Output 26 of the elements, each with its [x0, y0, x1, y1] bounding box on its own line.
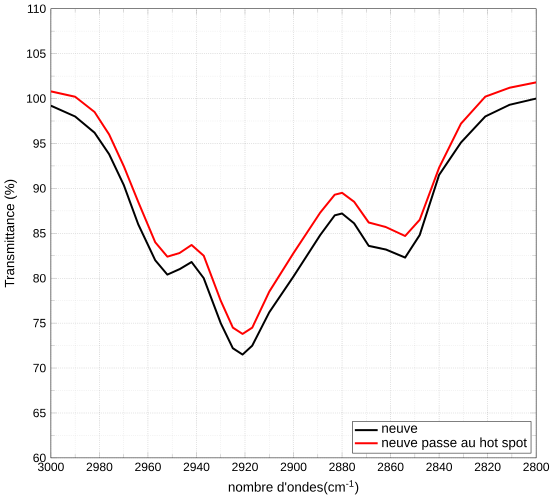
x-tick-label: 2960	[135, 462, 161, 472]
y-axis-title: Transmittance (%)	[4, 180, 17, 288]
y-tick-label: 95	[33, 139, 46, 148]
x-tick-label: 2900	[280, 462, 306, 472]
x-tick-label: 2940	[184, 462, 210, 472]
x-tick-label: 2820	[474, 462, 501, 472]
y-tick-label: 80	[33, 274, 46, 283]
x-tick-label: 2880	[329, 462, 355, 472]
x-tick-label: 2860	[378, 462, 404, 472]
legend-label: neuve	[382, 426, 418, 433]
y-tick-label: 105	[27, 49, 46, 58]
y-tick-label: 60	[33, 454, 46, 462]
y-tick-label: 100	[27, 94, 46, 103]
y-tick-label: 90	[33, 184, 46, 193]
y-tick-label: 75	[33, 319, 46, 328]
x-tick-label: 2800	[523, 462, 550, 472]
legend-label: neuve passe au hot spot	[382, 438, 527, 450]
x-tick-label: 2840	[426, 462, 452, 472]
y-tick-label: 70	[33, 364, 46, 372]
x-axis-title: nombre d'ondes(cm$^{-1}$)	[228, 480, 358, 494]
y-tick-label: 85	[33, 229, 46, 238]
x-tick-label: 3000	[38, 462, 64, 472]
y-tick-label: 110	[28, 4, 46, 14]
x-tick-label: 2980	[86, 462, 112, 472]
y-tick-label: 65	[33, 408, 46, 418]
x-tick-label: 2920	[232, 462, 258, 472]
